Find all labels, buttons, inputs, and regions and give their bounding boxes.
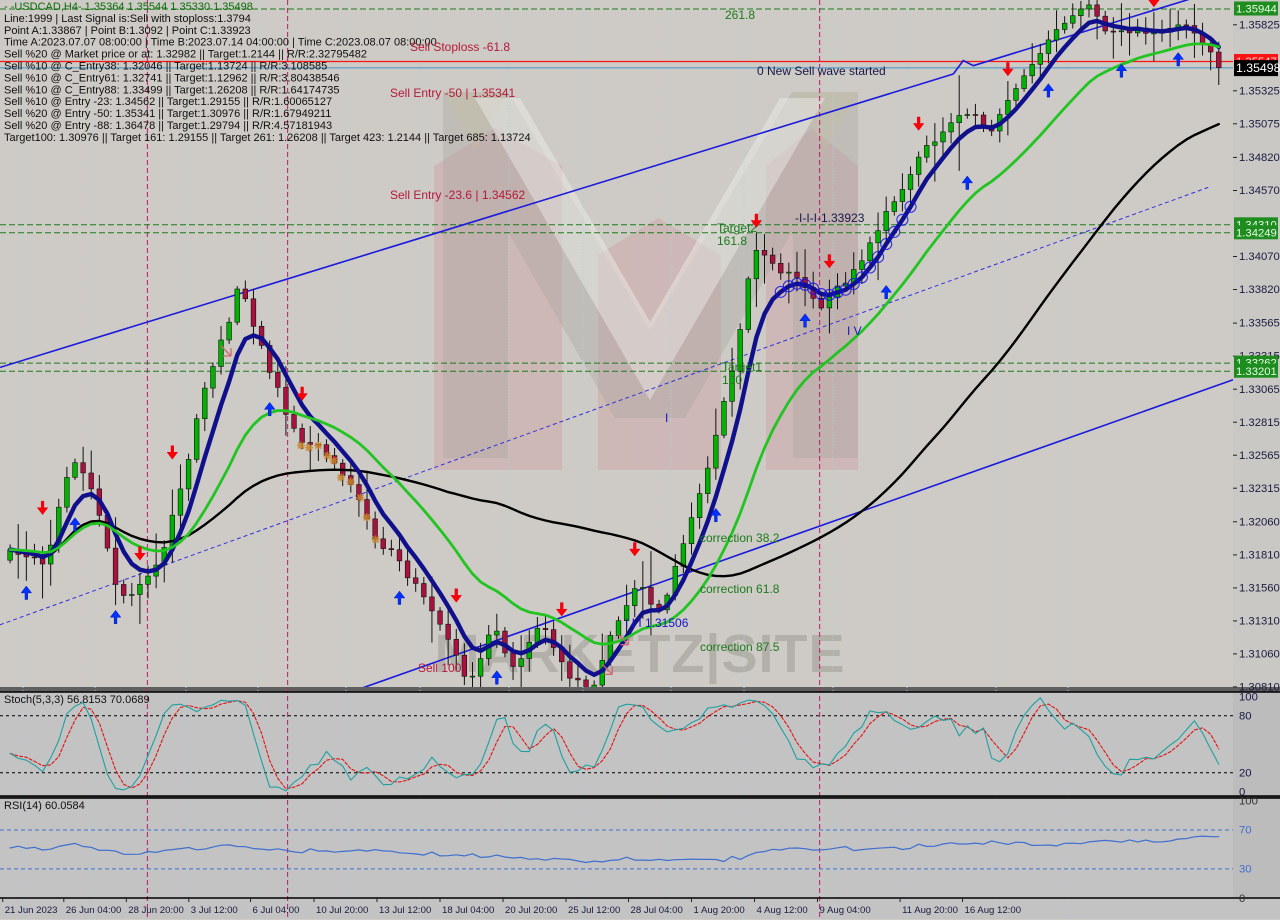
svg-text:16 Aug 12:00: 16 Aug 12:00 — [965, 905, 1022, 916]
svg-text:correction 61.8: correction 61.8 — [700, 582, 780, 596]
svg-text:Sell %20 @ Entry -88: 1.36478: Sell %20 @ Entry -88: 1.36478 || Target:… — [4, 120, 332, 132]
svg-text:Sell %20 @ Entry -50: 1.35341: Sell %20 @ Entry -50: 1.35341 || Target:… — [4, 108, 331, 120]
svg-text:6 Jul 04:00: 6 Jul 04:00 — [253, 905, 300, 916]
svg-text:0: 0 — [1239, 893, 1245, 905]
svg-text:1.35075: 1.35075 — [1239, 118, 1280, 130]
svg-text:26 Jun 04:00: 26 Jun 04:00 — [66, 905, 121, 916]
svg-text:correction 38.2: correction 38.2 — [700, 531, 780, 545]
svg-text:100: 100 — [722, 373, 742, 387]
svg-text:Sell %10 @ Entry -23: 1.34562: Sell %10 @ Entry -23: 1.34562 || Target:… — [4, 96, 332, 108]
svg-text:100: 100 — [1239, 795, 1258, 807]
svg-text:Sell 100: Sell 100 — [418, 661, 462, 675]
svg-text:11 Aug 20:00: 11 Aug 20:00 — [902, 905, 958, 916]
svg-text:100: 100 — [1239, 691, 1258, 703]
svg-text:I V: I V — [847, 324, 862, 338]
svg-text:1.34820: 1.34820 — [1239, 152, 1280, 164]
svg-text:1.35498: 1.35498 — [1236, 61, 1280, 75]
svg-text:30: 30 — [1239, 864, 1252, 876]
svg-text:25 Jul 12:00: 25 Jul 12:00 — [568, 905, 620, 916]
svg-text:Sell Stoploss -61.8: Sell Stoploss -61.8 — [410, 40, 510, 54]
svg-text:70: 70 — [1239, 825, 1252, 837]
svg-text:1.31310: 1.31310 — [1239, 616, 1280, 628]
svg-text:1.35325: 1.35325 — [1239, 85, 1280, 97]
svg-text:- -USDCAD,H4- 1.35364 1.35544: - -USDCAD,H4- 1.35364 1.35544 1.35330 1.… — [4, 1, 253, 13]
svg-text:1.33065: 1.33065 — [1239, 384, 1280, 396]
svg-text:20 Jul 20:00: 20 Jul 20:00 — [505, 905, 557, 916]
svg-text:RSI(14) 60.0584: RSI(14) 60.0584 — [4, 800, 85, 812]
svg-text:I: I — [665, 411, 668, 425]
svg-text:Line:1999 | Last Signal is:Sel: Line:1999 | Last Signal is:Sell with sto… — [4, 13, 251, 25]
svg-text:Sell Entry -23.6 | 1.34562: Sell Entry -23.6 | 1.34562 — [390, 188, 526, 202]
svg-text:1.35944: 1.35944 — [1236, 4, 1277, 16]
svg-text:1.34070: 1.34070 — [1239, 251, 1280, 263]
svg-text:1 Aug 20:00: 1 Aug 20:00 — [694, 905, 745, 916]
svg-text:1.35825: 1.35825 — [1239, 19, 1280, 31]
svg-text:-I-I-I-1.33923: -I-I-I-1.33923 — [795, 211, 865, 225]
svg-text:I I I 1.31506: I I I 1.31506 — [625, 616, 689, 630]
svg-text:13 Jul 12:00: 13 Jul 12:00 — [379, 905, 431, 916]
svg-text:1.32565: 1.32565 — [1239, 450, 1280, 462]
svg-text:1.34570: 1.34570 — [1239, 185, 1280, 197]
svg-text:28 Jun 20:00: 28 Jun 20:00 — [128, 905, 183, 916]
svg-text:0 New Sell wave started: 0 New Sell wave started — [757, 64, 886, 78]
svg-text:Target1: Target1 — [722, 360, 762, 374]
svg-text:261.8: 261.8 — [725, 8, 755, 22]
svg-text:1.32315: 1.32315 — [1239, 483, 1280, 495]
svg-text:18 Jul 04:00: 18 Jul 04:00 — [442, 905, 494, 916]
svg-text:Sell %10 @ C_Entry38: 1.32046: Sell %10 @ C_Entry38: 1.32046 || Target:… — [4, 61, 327, 73]
svg-text:1.32060: 1.32060 — [1239, 516, 1280, 528]
svg-text:1.34249: 1.34249 — [1236, 227, 1277, 239]
svg-text:Target100: 1.30976 || Target 1: Target100: 1.30976 || Target 161: 1.2915… — [4, 132, 531, 144]
svg-text:1.33565: 1.33565 — [1239, 318, 1280, 330]
svg-text:21 Jun 2023: 21 Jun 2023 — [5, 905, 58, 916]
svg-text:4 Aug 12:00: 4 Aug 12:00 — [757, 905, 808, 916]
svg-text:161.8: 161.8 — [717, 234, 747, 248]
svg-text:28 Jul 04:00: 28 Jul 04:00 — [631, 905, 683, 916]
svg-text:1.33201: 1.33201 — [1236, 366, 1277, 378]
svg-text:Point A:1.33867 | Point B:1.30: Point A:1.33867 | Point B:1.3092 | Point… — [4, 25, 251, 37]
svg-text:correction 87.5: correction 87.5 — [700, 640, 780, 654]
svg-text:Sell Entry -50 | 1.35341: Sell Entry -50 | 1.35341 — [390, 86, 516, 100]
svg-text:Time A:2023.07.07 08:00:00 | T: Time A:2023.07.07 08:00:00 | Time B:2023… — [4, 37, 437, 49]
svg-text:10 Jul 20:00: 10 Jul 20:00 — [316, 905, 368, 916]
svg-text:1.32815: 1.32815 — [1239, 417, 1280, 429]
svg-text:Sell %10 @ C_Entry88: 1.33499: Sell %10 @ C_Entry88: 1.33499 || Target:… — [4, 84, 340, 96]
svg-text:Sell %10 @ C_Entry61: 1.32741: Sell %10 @ C_Entry61: 1.32741 || Target:… — [4, 72, 340, 84]
svg-text:3 Jul 12:00: 3 Jul 12:00 — [191, 905, 238, 916]
svg-text:1.31060: 1.31060 — [1239, 649, 1280, 661]
svg-text:80: 80 — [1239, 710, 1252, 722]
svg-text:Stoch(5,3,3) 56.8153 70.0689: Stoch(5,3,3) 56.8153 70.0689 — [4, 694, 150, 706]
svg-text:Sell %20 @ Market price or at:: Sell %20 @ Market price or at: 1.32982 |… — [4, 49, 367, 61]
svg-text:20: 20 — [1239, 767, 1252, 779]
svg-text:1.31810: 1.31810 — [1239, 550, 1280, 562]
svg-text:1.33820: 1.33820 — [1239, 284, 1280, 296]
svg-text:1.31560: 1.31560 — [1239, 583, 1280, 595]
svg-text:Target2: Target2 — [717, 221, 757, 235]
svg-text:9 Aug 04:00: 9 Aug 04:00 — [820, 905, 871, 916]
